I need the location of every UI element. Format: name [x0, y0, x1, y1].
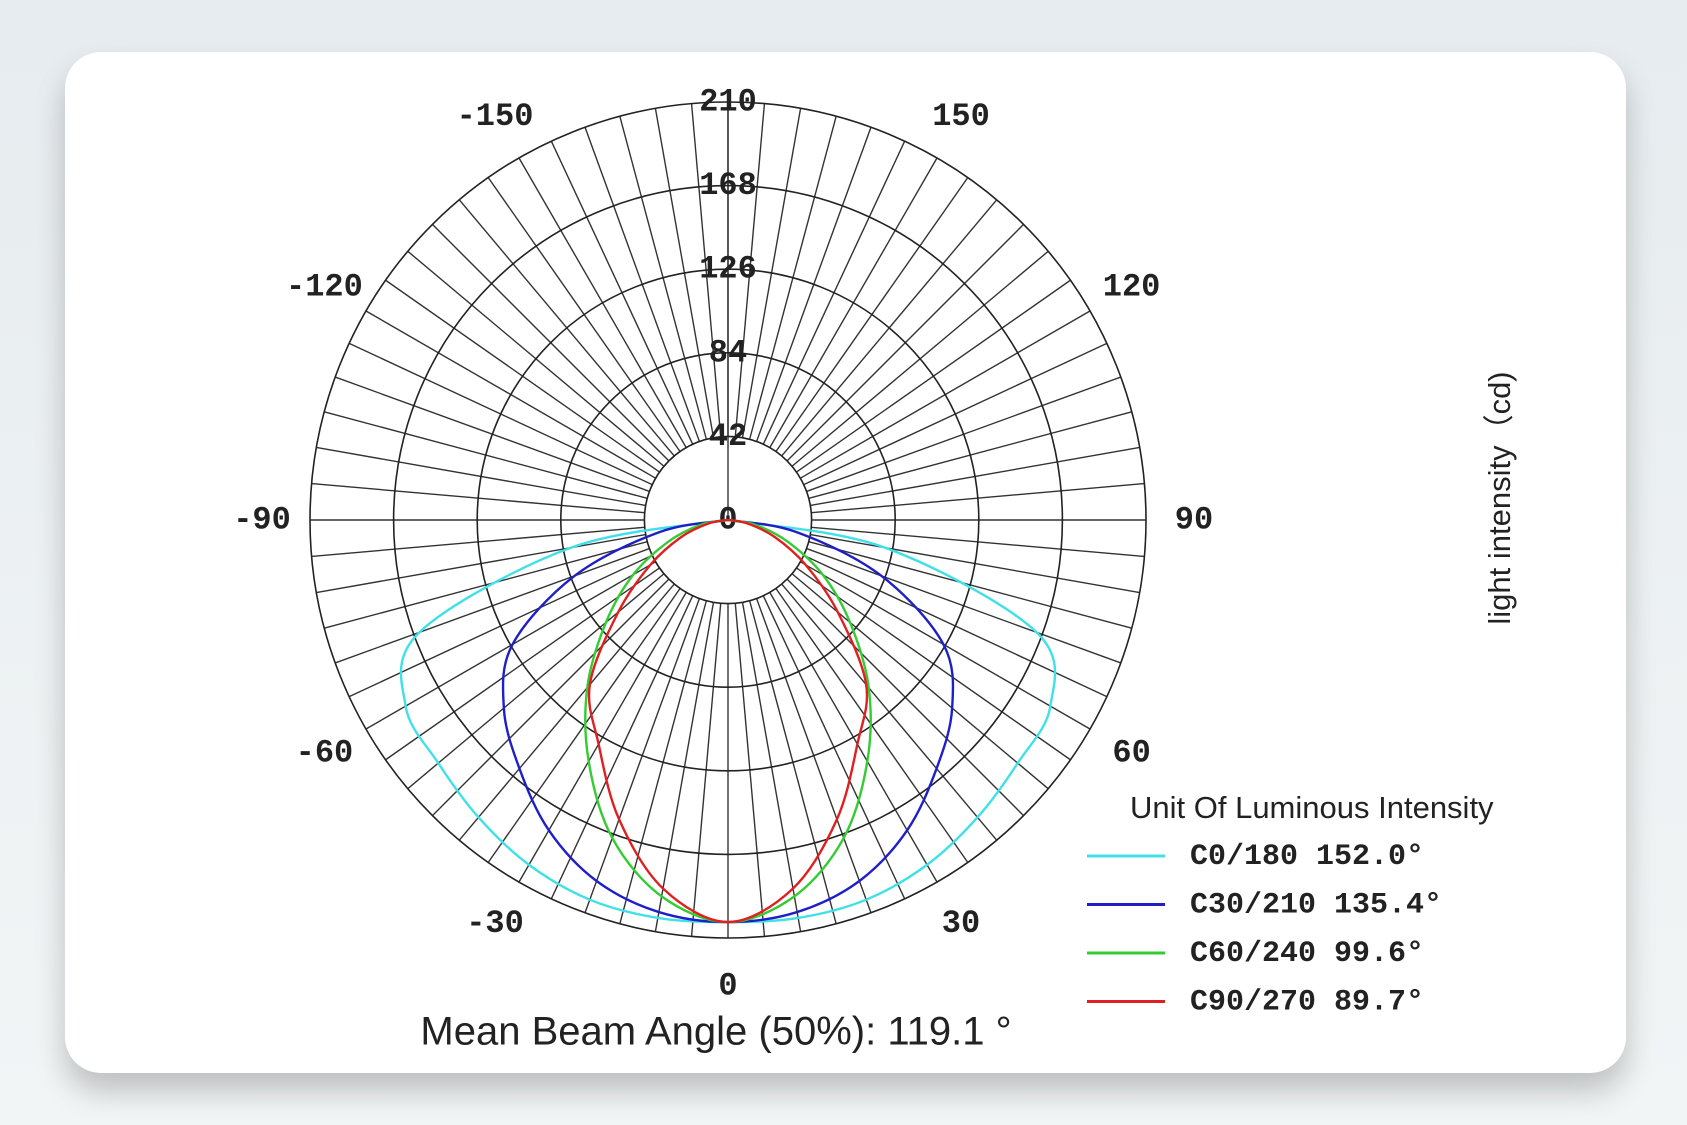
- angle-tick-label: 120: [1103, 268, 1161, 305]
- r-tick-label: 126: [699, 251, 757, 288]
- legend-label: C30/210 135.4°: [1190, 888, 1442, 922]
- grid-ring: [643, 435, 813, 605]
- grid-ring: [559, 351, 896, 688]
- grid-ring: [309, 101, 1147, 939]
- legend-label: C0/180 152.0°: [1190, 840, 1424, 874]
- annotation: Mean Beam Angle (50%): 119.1 °: [420, 1010, 1011, 1054]
- angle-tick-label: -60: [296, 734, 354, 771]
- r-tick-label: 84: [709, 334, 747, 371]
- grid-ring: [476, 268, 980, 772]
- legend-label: C60/240 99.6°: [1190, 937, 1424, 971]
- r-tick-label: 42: [709, 418, 747, 455]
- angle-tick-label: 150: [932, 98, 990, 135]
- angle-tick-label: -30: [466, 905, 524, 942]
- angle-tick-label: -120: [286, 268, 363, 305]
- series-line: [587, 518, 869, 924]
- r-tick-label: 0: [718, 501, 737, 538]
- legend-title: Unit Of Luminous Intensity: [1130, 790, 1494, 825]
- r-tick-label: 210: [699, 83, 757, 120]
- angle-tick-label: 30: [942, 905, 980, 942]
- r-axis-label: light intensity（cd): [1482, 371, 1517, 624]
- angle-tick-label: -90: [233, 501, 291, 538]
- legend-label: C90/270 89.7°: [1190, 985, 1424, 1019]
- angle-tick-label: 0: [718, 967, 737, 1004]
- angle-tick-label: 60: [1112, 734, 1150, 771]
- grid-ring: [392, 184, 1064, 856]
- r-tick-label: 168: [699, 167, 757, 204]
- angle-tick-label: -150: [457, 98, 534, 135]
- angle-tick-label: 90: [1175, 501, 1213, 538]
